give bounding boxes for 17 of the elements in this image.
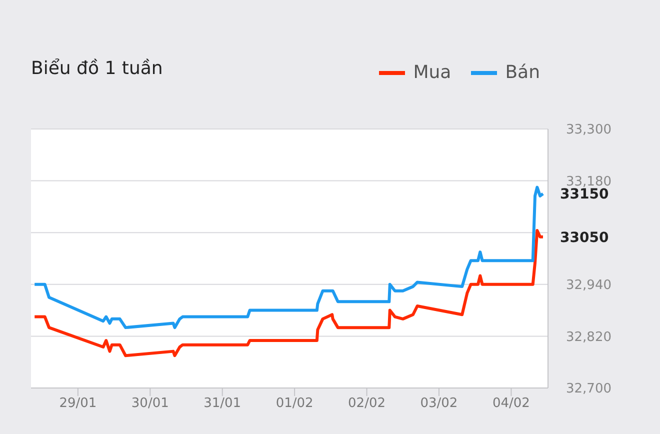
legend-label: Bán bbox=[505, 62, 540, 83]
x-tick-label: 04/02 bbox=[492, 396, 530, 412]
legend-label: Mua bbox=[413, 62, 452, 83]
y-tick-label: 33,180 bbox=[566, 174, 612, 190]
y-tick-label: 32,700 bbox=[566, 382, 612, 397]
x-tick-label: 01/02 bbox=[276, 396, 314, 412]
text: 33150 bbox=[560, 186, 609, 203]
x-tick-label: 03/02 bbox=[420, 396, 458, 412]
x-tick-label: 29/01 bbox=[59, 396, 97, 412]
y-tick-label: 33,300 bbox=[566, 122, 612, 138]
x-tick-label: 02/02 bbox=[348, 396, 386, 412]
text: 33050 bbox=[560, 230, 609, 246]
x-tick-label: 31/01 bbox=[204, 396, 242, 412]
y-tick-label: 32,820 bbox=[566, 330, 612, 345]
x-tick-label: 30/01 bbox=[131, 396, 169, 412]
chart-title: Biểu đồ 1 tuần bbox=[31, 58, 163, 79]
y-tick-label: 32,940 bbox=[566, 278, 612, 294]
